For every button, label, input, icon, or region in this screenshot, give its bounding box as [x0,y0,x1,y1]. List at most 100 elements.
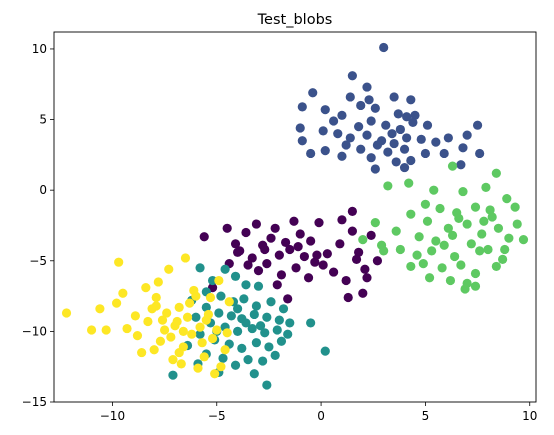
x-tick-label: 10 [522,409,537,423]
data-point [278,304,289,314]
data-point [214,308,224,318]
data-point [251,219,261,229]
data-point [437,263,447,273]
data-point [383,181,393,191]
data-point [372,256,383,266]
data-point [297,136,307,146]
data-point [512,219,522,229]
data-point [391,157,401,167]
data-point [303,273,314,283]
data-point [518,235,529,245]
data-point [493,223,504,233]
data-point [416,134,426,144]
data-point [216,291,226,301]
data-point [174,347,184,358]
x-tick-label: −10 [100,409,125,423]
data-point [262,380,272,390]
data-point [362,130,372,140]
data-point [491,168,501,178]
data-point [224,297,234,307]
data-point [195,329,205,339]
data-point [216,362,226,372]
x-tick-label: 0 [317,409,325,423]
data-point [166,332,176,342]
data-point [306,318,316,328]
data-point [504,233,514,243]
data-point [295,229,305,239]
data-point [370,164,380,174]
data-point [447,161,458,171]
data-point [178,326,188,336]
data-point [191,312,201,322]
plot-frame [53,31,537,403]
data-point [502,194,512,204]
data-point [329,267,339,277]
data-point [274,315,284,325]
data-point [345,133,355,143]
data-point [458,186,468,197]
data-point [201,315,211,325]
data-point [379,246,389,256]
data-point [220,264,230,274]
data-point [272,280,282,290]
data-point [387,129,397,139]
data-point [462,219,472,229]
data-point [443,223,453,233]
data-point [199,352,209,362]
data-point [406,95,416,105]
data-point [424,273,435,283]
data-point [151,292,161,303]
data-point [347,71,357,81]
data-point [320,346,330,356]
series-1 [295,42,485,174]
series-3 [358,161,529,294]
data-point [155,336,166,346]
data-point [370,218,380,228]
data-point [283,294,293,304]
data-point [429,185,439,195]
data-point [230,239,241,249]
data-point [364,95,374,105]
data-point [220,345,230,355]
y-tick-label: 5 [39,113,47,127]
data-point [266,233,276,243]
data-point [141,283,151,293]
data-point [306,236,316,246]
data-point [422,216,433,226]
data-point [164,264,174,274]
data-point [479,216,489,226]
data-point [418,259,428,269]
data-point [185,298,195,308]
data-point [159,325,170,335]
data-point [222,223,232,233]
data-point [320,105,330,115]
data-point [337,215,347,225]
data-point [274,250,284,260]
data-point [276,270,287,280]
data-point [498,254,508,264]
data-point [389,138,399,149]
data-point [197,338,207,348]
data-point [255,321,266,331]
data-point [358,288,368,298]
y-tick-label: 0 [39,183,47,197]
data-point [118,288,128,298]
data-point [399,144,410,154]
data-point [383,147,393,157]
data-point [431,236,441,246]
data-point [356,100,366,111]
data-point [153,277,163,287]
data-point [420,148,431,159]
data-point [101,325,111,335]
data-point [356,144,366,154]
data-point [247,253,257,263]
data-point [210,369,220,379]
data-point [187,329,197,339]
y-tick-label: −10 [22,324,47,338]
data-point [226,311,236,321]
data-point [472,120,483,130]
data-point [491,261,501,272]
data-point [341,275,351,286]
data-point [264,342,274,352]
